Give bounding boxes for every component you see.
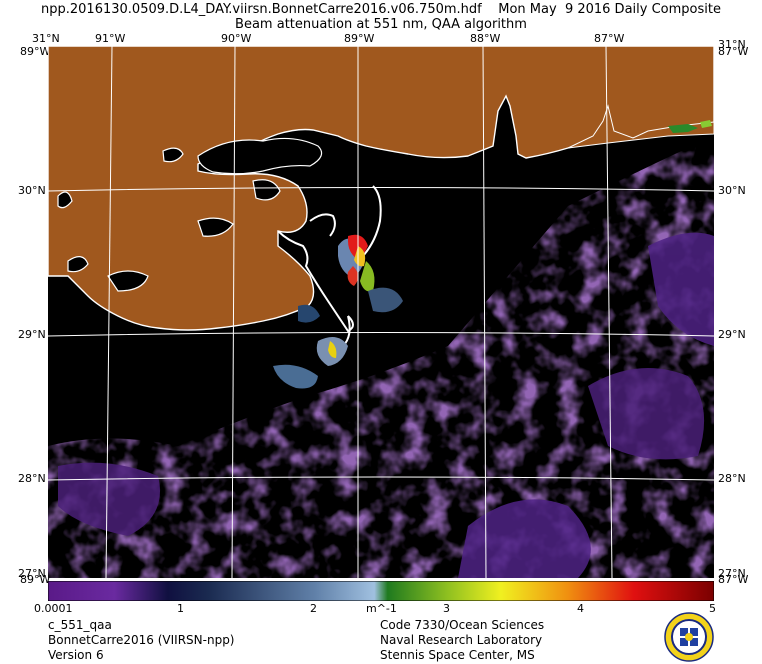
colorbar-tick-3: 3 bbox=[443, 602, 450, 615]
lon-label-91w-top: 91°W bbox=[95, 32, 126, 45]
header-title: npp.2016130.0509.D.L4_DAY.viirsn.BonnetC… bbox=[41, 2, 721, 17]
corner-label-top-right: 31°N bbox=[718, 38, 746, 51]
corner-label-top-left: 31°N bbox=[32, 32, 60, 45]
edge-label-top-right: 87°W bbox=[718, 45, 749, 58]
footer-product: c_551_qaa bbox=[48, 618, 112, 632]
colorbar-tick-2: 2 bbox=[310, 602, 317, 615]
edge-label-top-left: 89°W bbox=[20, 45, 51, 58]
lon-label-88w-top: 88°W bbox=[470, 32, 501, 45]
map-canvas[interactable] bbox=[48, 46, 714, 578]
colorbar-tick-1: 1 bbox=[177, 602, 184, 615]
footer-location: Stennis Space Center, MS bbox=[380, 648, 535, 662]
lat-label-28n-right: 28°N bbox=[718, 472, 746, 485]
footer-version: Version 6 bbox=[48, 648, 104, 662]
header-subtitle: Beam attenuation at 551 nm, QAA algorith… bbox=[235, 17, 527, 32]
footer-code: Code 7330/Ocean Sciences bbox=[380, 618, 545, 632]
lon-label-90w-top: 90°W bbox=[221, 32, 252, 45]
lon-label-87w-top: 87°W bbox=[594, 32, 625, 45]
nrl-seal-icon bbox=[664, 612, 714, 662]
river-plume bbox=[273, 234, 403, 389]
edge-label-bottom-right: 87°W bbox=[718, 573, 749, 586]
footer-lab: Naval Research Laboratory bbox=[380, 633, 543, 647]
lon-label-89w-top: 89°W bbox=[344, 32, 375, 45]
graticule bbox=[48, 46, 714, 578]
east-coast-pixels bbox=[668, 120, 712, 133]
corner-label-bottom-left: 27°N bbox=[18, 567, 46, 580]
land bbox=[48, 46, 714, 331]
colorbar-tick-4: 4 bbox=[577, 602, 584, 615]
lat-label-30n-left: 30°N bbox=[18, 184, 46, 197]
lat-label-29n-left: 29°N bbox=[18, 328, 46, 341]
lat-label-30n-right: 30°N bbox=[718, 184, 746, 197]
inland-water bbox=[57, 137, 323, 292]
edge-label-bottom-left: 89°W bbox=[20, 573, 51, 586]
colorbar-tick-5: 5 bbox=[709, 602, 716, 615]
colorbar-tick-0: 0.0001 bbox=[34, 602, 73, 615]
colorbar-unit: m^-1 bbox=[366, 602, 397, 615]
purple-water-pixels bbox=[48, 136, 714, 578]
colorbar bbox=[48, 581, 714, 601]
purple-water-patches bbox=[58, 232, 714, 578]
lat-label-28n-left: 28°N bbox=[18, 472, 46, 485]
corner-label-bottom-right: 27°N bbox=[718, 567, 746, 580]
footer-dataset: BonnetCarre2016 (VIIRSN-npp) bbox=[48, 633, 235, 647]
lat-label-29n-right: 29°N bbox=[718, 328, 746, 341]
